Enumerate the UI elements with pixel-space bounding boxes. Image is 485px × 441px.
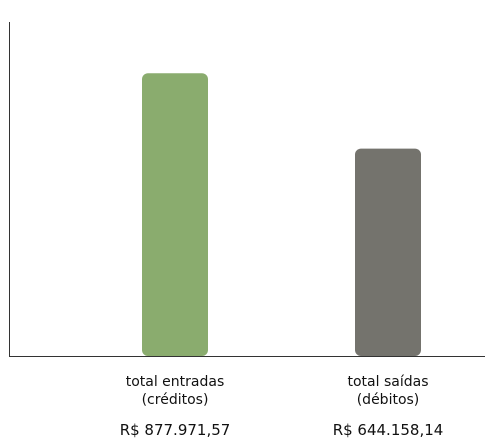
category-label-line2: (créditos) [142, 392, 209, 408]
category-label-line2: (débitos) [357, 392, 420, 408]
value-label: R$ 644.158,14 [333, 421, 444, 439]
labels-group: total entradas (créditos) R$ 877.971,57 tot… [120, 374, 444, 439]
bar-2 [355, 148, 421, 356]
bars-group [142, 73, 421, 356]
bar-1 [142, 73, 208, 356]
category-label-line1: total entradas [126, 374, 225, 390]
value-label: R$ 877.971,57 [120, 421, 231, 439]
category-label-line1: total saídas [348, 374, 429, 390]
